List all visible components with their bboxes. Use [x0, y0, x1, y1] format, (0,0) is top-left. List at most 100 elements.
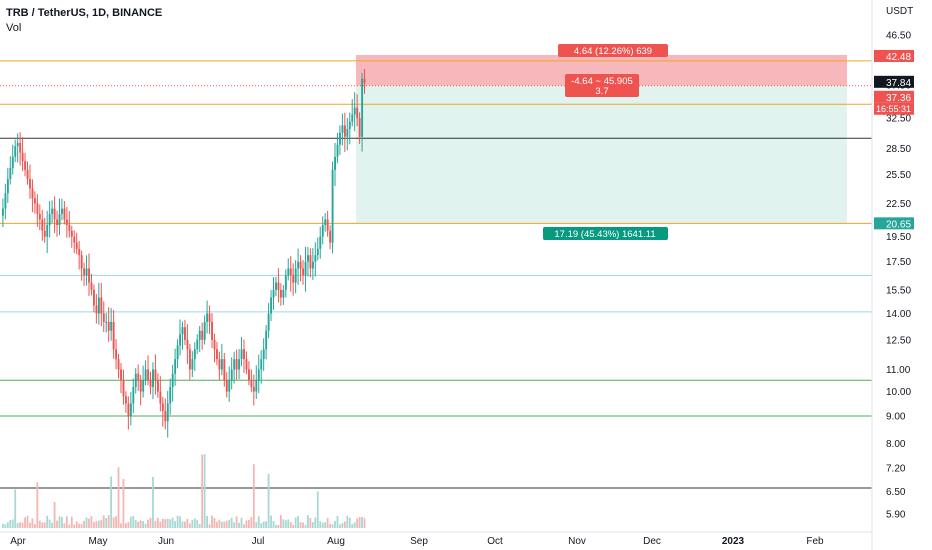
volume-bar: [174, 521, 176, 528]
candle-body: [58, 213, 61, 226]
candle-body: [292, 275, 295, 283]
y-tick-label: 11.00: [886, 365, 911, 376]
candle-body: [78, 248, 81, 256]
volume-bar: [83, 520, 85, 528]
x-tick-label: Jul: [252, 536, 265, 547]
volume-bar: [220, 521, 223, 528]
x-tick-label: Dec: [643, 536, 661, 547]
candle-body: [36, 203, 39, 214]
volume-bar: [277, 524, 280, 528]
candle-body: [270, 297, 273, 314]
candle-body: [299, 261, 302, 269]
candle-body: [93, 289, 95, 306]
volume-bar: [9, 520, 12, 528]
volume-bar: [282, 519, 285, 528]
volume-bars: [2, 454, 366, 528]
x-tick-label: Feb: [806, 536, 824, 547]
candle-body: [316, 248, 319, 256]
candle-body: [363, 78, 366, 83]
candle-body: [38, 213, 41, 220]
volume-bar: [56, 520, 58, 528]
volume-bar: [260, 523, 263, 528]
candle-body: [358, 118, 361, 137]
y-tick-label: 28.50: [886, 144, 911, 155]
candle-body: [193, 349, 196, 360]
candle-body: [14, 146, 17, 157]
candle-body: [235, 359, 238, 370]
candle-body: [191, 359, 194, 370]
candle-body: [346, 129, 349, 137]
risk-label: 4.64 (12.26%) 639: [574, 46, 652, 57]
candle-body: [228, 380, 231, 392]
volume-bar: [225, 520, 228, 528]
candle-body: [75, 242, 78, 249]
candle-body: [282, 289, 285, 298]
volume-bar: [191, 519, 194, 528]
candle-body: [206, 313, 209, 322]
candle-body: [186, 339, 189, 350]
volume-bar: [223, 521, 226, 528]
volume-bar: [120, 523, 122, 528]
candle-body: [201, 330, 204, 340]
candle-body: [6, 178, 9, 194]
candle-body: [29, 178, 31, 189]
reward-label: 17.19 (45.43%) 1641.11: [554, 229, 655, 240]
candle-body: [31, 188, 34, 199]
volume-bar: [134, 520, 137, 528]
volume-bar: [43, 522, 46, 528]
candle-body: [144, 369, 147, 381]
volume-bar: [331, 524, 334, 528]
volume-bar: [4, 524, 7, 528]
volume-bar: [353, 522, 356, 528]
candle-body: [120, 369, 122, 381]
x-tick-label: Oct: [487, 536, 503, 547]
entry-label-bg: [565, 74, 639, 97]
horizontal-levels: [0, 60, 872, 489]
candle-body: [287, 268, 290, 276]
candle-body: [218, 359, 221, 370]
volume-bar: [154, 520, 157, 528]
volume-bar: [248, 520, 250, 528]
volume-bar: [304, 524, 307, 528]
volume-bar: [129, 516, 132, 528]
y-tick-label: 7.20: [886, 463, 906, 474]
volume-bar: [186, 518, 189, 528]
volume-bar: [93, 521, 95, 528]
candle-body: [220, 359, 223, 370]
candle-body: [125, 396, 127, 404]
volume-bar: [29, 522, 31, 528]
candle-body: [73, 236, 76, 243]
volume-bar: [341, 523, 344, 528]
volume-bar: [21, 522, 24, 528]
y-axis: USDT46.5042.5037.5032.5028.5025.5022.501…: [871, 0, 914, 550]
candle-body: [19, 142, 22, 153]
volume-bar: [311, 522, 314, 528]
x-tick-label: Apr: [10, 536, 26, 547]
x-tick-label: Nov: [568, 536, 586, 547]
volume-bar: [255, 521, 258, 528]
candle-body: [26, 169, 29, 179]
candle-body: [265, 330, 268, 350]
candle-body: [341, 125, 344, 133]
volume-bar: [95, 521, 98, 528]
candle-body: [176, 345, 179, 360]
volume-bar: [326, 518, 329, 528]
y-tick-label: 10.00: [886, 387, 911, 398]
candle-body: [272, 289, 275, 298]
stop-price-tag: 42.48: [886, 52, 911, 63]
volume-bar: [267, 473, 270, 528]
volume-bar: [152, 477, 154, 528]
volume-bar: [319, 521, 322, 528]
volume-bar: [257, 516, 260, 528]
volume-bar: [243, 524, 245, 528]
volume-bar: [299, 522, 302, 528]
volume-bar: [137, 521, 140, 528]
x-axis: Apr May Jun Jul Aug Sep Oct Nov Dec 2023 Feb: [0, 531, 872, 547]
volume-bar: [19, 522, 22, 528]
candle-body: [100, 297, 103, 314]
candle-body: [24, 161, 27, 170]
candle-body: [107, 321, 110, 331]
candle-body: [139, 380, 142, 392]
candle-body: [48, 213, 51, 226]
